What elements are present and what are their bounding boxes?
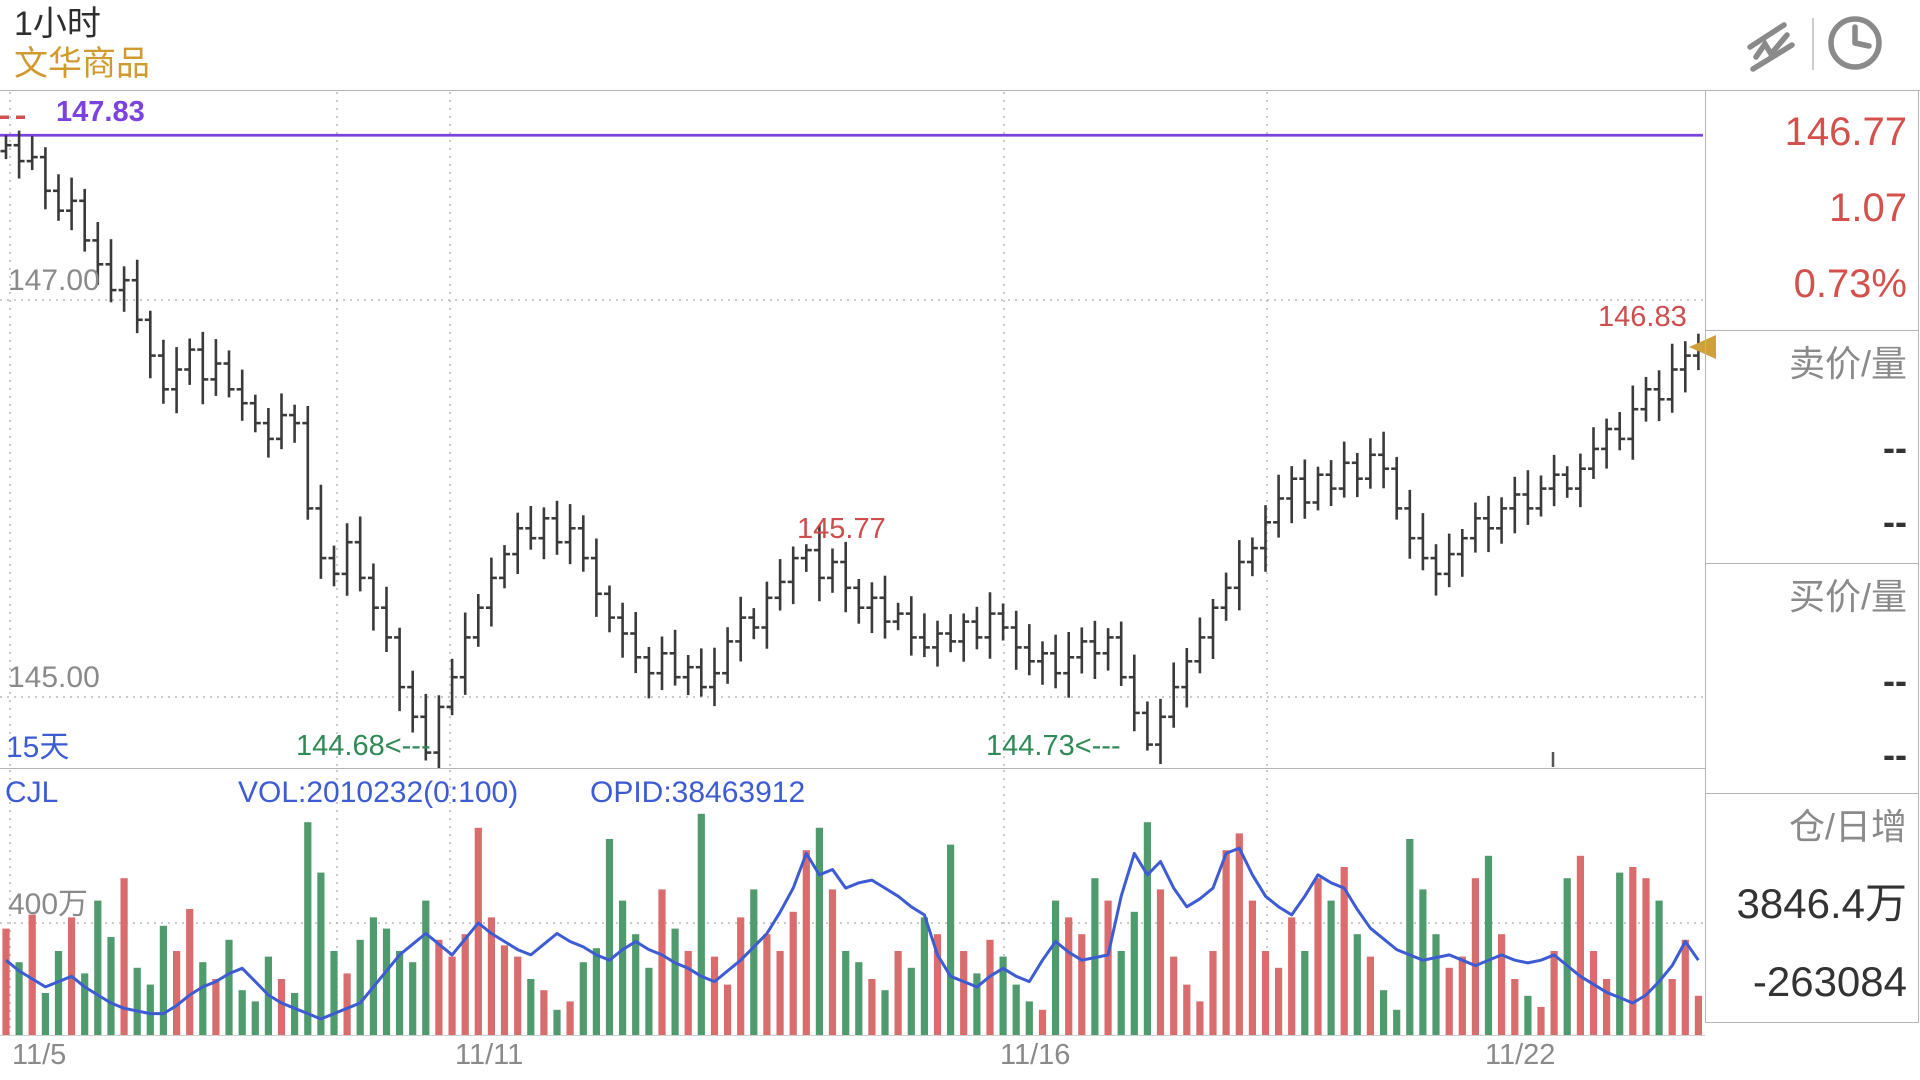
recent-high-annotation: 146.83 [1598, 301, 1687, 333]
ask-volume-value: -- [1883, 501, 1907, 542]
price-chart-canvas[interactable] [0, 90, 1705, 768]
quote-change: 1.07 [1829, 186, 1907, 230]
time-periods-button[interactable] [1824, 12, 1886, 74]
panel-divider-3 [1705, 793, 1919, 794]
volume-chart-canvas[interactable] [0, 769, 1705, 1035]
y-axis-label-145: 145.00 [8, 661, 100, 694]
price-gridlines [0, 92, 1705, 767]
x-axis-label-1: 11/5 [12, 1039, 67, 1071]
x-axis-label-4: 11/22 [1485, 1039, 1556, 1071]
panel-divider-2 [1705, 563, 1919, 564]
swing-low-annotation-2: 144.73<--- [986, 730, 1121, 762]
opid-line [5, 846, 1700, 1021]
bid-volume-value: -- [1883, 734, 1907, 775]
draw-tools-button[interactable] [1742, 14, 1802, 74]
x-axis-label-2: 11/11 [455, 1039, 524, 1071]
ask-title: 卖价/量 [1788, 343, 1907, 384]
pane-divider [0, 768, 1705, 769]
timeframe-label[interactable]: 1小时 [14, 5, 101, 43]
current-price-marker [1689, 335, 1716, 359]
indicator-name[interactable]: CJL [5, 776, 59, 809]
bid-price-value: -- [1883, 660, 1907, 701]
swing-high-annotation: 145.77 [797, 513, 886, 545]
x-axis-label-3: 11/16 [1000, 1039, 1071, 1071]
volume-axis-label: 400万 [8, 888, 89, 921]
trend-lines-icon [1747, 22, 1795, 72]
bid-title: 买价/量 [1788, 576, 1907, 617]
period-label[interactable]: 15天 [6, 731, 70, 764]
ohlc-series [0, 130, 1704, 768]
position-title: 仓/日增 [1788, 806, 1907, 847]
swing-low-annotation-1: 144.68<--- [296, 730, 431, 762]
clock-icon [1828, 16, 1882, 70]
bid-section[interactable]: 买价/量 -- -- [1705, 563, 1919, 793]
y-axis-label-147: 147.00 [8, 264, 100, 297]
chart-top-border [0, 90, 1920, 91]
opid-reading: OPID:38463912 [590, 776, 806, 809]
quote-last-price: 146.77 [1784, 110, 1907, 154]
ask-section[interactable]: 卖价/量 -- -- [1705, 330, 1919, 563]
upper-price-line-label: 147.83 [56, 96, 145, 128]
quote-panel [1705, 90, 1919, 1023]
open-interest-value: 3846.4万 [1736, 880, 1907, 927]
volume-series [2, 813, 1702, 1035]
instrument-label[interactable]: 文华商品 [14, 45, 150, 83]
quote-change-percent: 0.73% [1793, 262, 1907, 306]
vol-reading: VOL:2010232(0:100) [238, 776, 519, 809]
open-interest-change-value: -263084 [1752, 958, 1907, 1005]
open-interest-section: 仓/日增 3846.4万 -263084 [1705, 793, 1919, 1023]
x-axis-line [0, 1035, 1705, 1036]
ask-price-value: -- [1883, 427, 1907, 468]
panel-divider-1 [1705, 330, 1919, 331]
toolbar-divider [1812, 18, 1814, 70]
